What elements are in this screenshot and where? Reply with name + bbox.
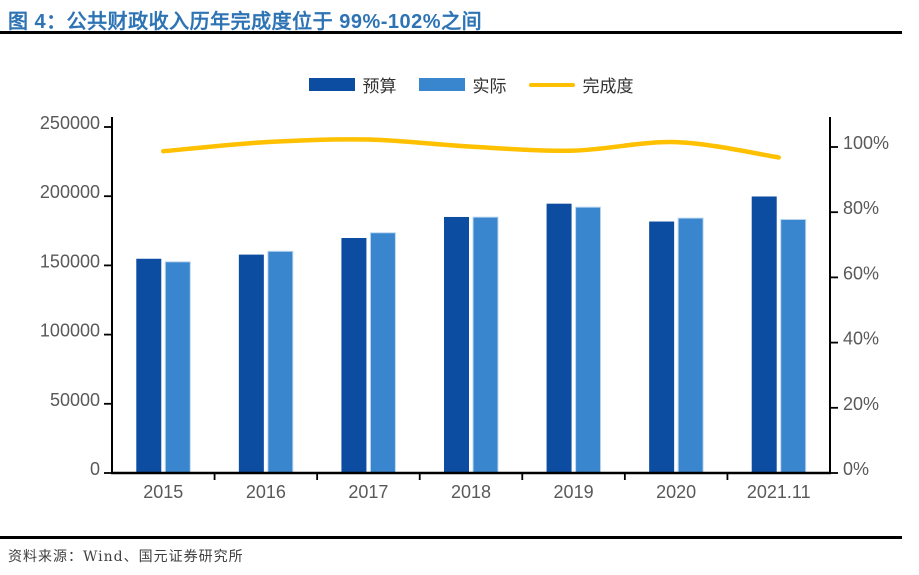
chart-legend: 预算 实际 完成度 <box>112 72 830 97</box>
right-axis-label: 20% <box>843 394 879 414</box>
x-axis-label: 2017 <box>348 482 388 502</box>
bar-actual-2016 <box>267 250 294 474</box>
x-axis-label: 2020 <box>656 482 696 502</box>
bar-actual-2015 <box>164 261 191 474</box>
x-axis-label: 2016 <box>246 482 286 502</box>
left-axis-label: 200000 <box>40 182 100 202</box>
right-axis-label: 0% <box>843 459 869 479</box>
title-divider <box>0 31 902 34</box>
legend-item-completion: 完成度 <box>528 72 634 97</box>
x-axis-label: 2015 <box>143 482 183 502</box>
right-axis-label: 100% <box>843 133 889 153</box>
completion-line-swatch-icon <box>528 82 575 87</box>
x-axis-label: 2018 <box>451 482 491 502</box>
right-axis-label: 60% <box>843 263 879 283</box>
legend-label-budget: 预算 <box>362 77 397 97</box>
left-axis-label: 50000 <box>50 390 100 410</box>
legend-label-completion: 完成度 <box>582 77 634 97</box>
bar-actual-2019 <box>575 206 602 474</box>
bar-budget-2020 <box>649 221 675 473</box>
right-axis-label: 80% <box>843 198 879 218</box>
right-axis-label: 40% <box>843 329 879 349</box>
left-axis-label: 100000 <box>40 321 100 341</box>
bar-budget-2019 <box>546 203 572 474</box>
actual-swatch-icon <box>418 78 465 91</box>
left-axis-label: 250000 <box>40 113 100 133</box>
footer-divider <box>0 536 902 539</box>
legend-item-actual: 实际 <box>418 72 507 97</box>
left-axis-label: 150000 <box>40 251 100 271</box>
bar-actual-2018 <box>472 216 499 474</box>
bar-budget-2016 <box>238 254 264 473</box>
legend-item-budget: 预算 <box>308 72 397 97</box>
bar-actual-2017 <box>369 232 396 474</box>
bar-actual-2020 <box>677 217 704 474</box>
budget-swatch-icon <box>308 78 355 91</box>
completion-line <box>161 137 781 160</box>
x-axis-label: 2019 <box>554 482 594 502</box>
left-axis-label: 0 <box>90 459 100 479</box>
figure-title: 图 4：公共财政收入历年完成度位于 99%-102%之间 <box>8 11 483 33</box>
bar-budget-2021.11 <box>751 196 777 473</box>
bar-actual-2021.11 <box>780 218 807 474</box>
x-axis-label: 2021.11 <box>747 482 811 502</box>
bar-budget-2017 <box>341 237 367 473</box>
legend-label-actual: 实际 <box>472 77 507 97</box>
source-note: 资料来源：Wind、国元证券研究所 <box>8 549 244 565</box>
bar-budget-2018 <box>444 216 469 473</box>
bar-budget-2015 <box>136 258 162 473</box>
